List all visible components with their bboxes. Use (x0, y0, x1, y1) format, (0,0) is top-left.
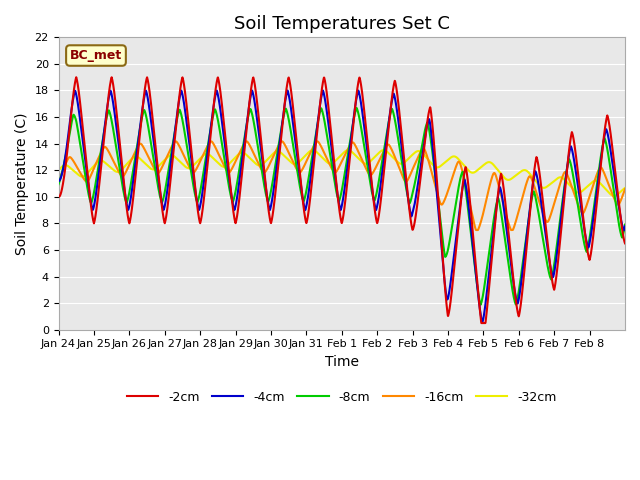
-4cm (376, 186, 384, 192)
-16cm (545, 217, 552, 223)
-8cm (234, 179, 241, 184)
-2cm (513, 304, 520, 310)
X-axis label: Time: Time (324, 355, 359, 369)
-8cm (111, 138, 119, 144)
Line: -2cm: -2cm (58, 77, 625, 323)
Y-axis label: Soil Temperature (C): Soil Temperature (C) (15, 112, 29, 255)
-32cm (54, 168, 62, 174)
-4cm (513, 298, 520, 304)
-2cm (477, 320, 485, 326)
-4cm (621, 224, 629, 229)
Line: -32cm: -32cm (58, 150, 625, 196)
-32cm (545, 182, 552, 188)
-4cm (234, 193, 241, 199)
-16cm (614, 202, 621, 207)
Line: -16cm: -16cm (58, 141, 625, 230)
-16cm (54, 179, 62, 184)
-16cm (234, 155, 241, 160)
-2cm (614, 188, 621, 193)
-4cm (284, 88, 291, 94)
-2cm (111, 98, 119, 104)
-8cm (477, 302, 484, 308)
-4cm (545, 253, 552, 259)
-4cm (614, 194, 621, 200)
-2cm (621, 240, 629, 246)
Line: -4cm: -4cm (58, 91, 625, 322)
-32cm (621, 185, 629, 191)
-32cm (376, 149, 384, 155)
-16cm (472, 227, 480, 233)
Line: -8cm: -8cm (58, 108, 625, 305)
-4cm (111, 114, 119, 120)
-2cm (545, 251, 552, 257)
-8cm (376, 171, 384, 177)
-32cm (611, 193, 618, 199)
-16cm (621, 186, 629, 192)
-32cm (513, 172, 520, 178)
Title: Soil Temperatures Set C: Soil Temperatures Set C (234, 15, 450, 33)
-16cm (111, 162, 119, 168)
-32cm (309, 147, 317, 153)
-2cm (234, 210, 241, 216)
Text: BC_met: BC_met (70, 49, 122, 62)
-8cm (614, 212, 621, 217)
-8cm (513, 299, 520, 305)
-16cm (376, 156, 384, 162)
-8cm (353, 105, 360, 111)
-32cm (614, 192, 621, 197)
-32cm (234, 153, 241, 158)
-4cm (479, 319, 486, 325)
-2cm (376, 204, 384, 210)
-4cm (54, 179, 62, 184)
Legend: -2cm, -4cm, -8cm, -16cm, -32cm: -2cm, -4cm, -8cm, -16cm, -32cm (122, 385, 561, 408)
-16cm (314, 138, 321, 144)
-8cm (54, 181, 62, 187)
-8cm (621, 222, 629, 228)
-2cm (72, 74, 80, 80)
-32cm (111, 168, 119, 174)
-8cm (545, 269, 552, 275)
-16cm (513, 215, 520, 221)
-2cm (54, 194, 62, 200)
